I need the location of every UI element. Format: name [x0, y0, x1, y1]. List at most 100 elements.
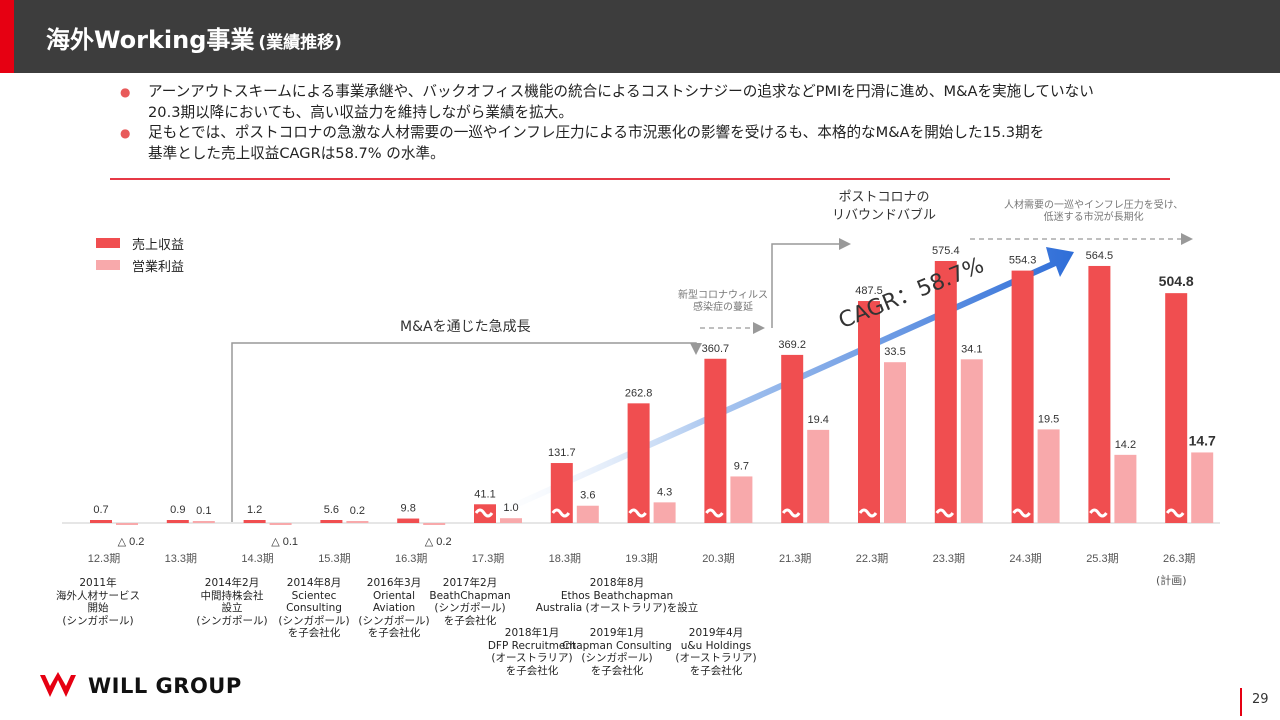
milestone-note-line: 2019年4月: [688, 627, 744, 639]
operating-profit-value-label: 14.7: [1189, 432, 1216, 448]
milestone-note-line: (シンガポール): [358, 614, 430, 627]
cagr-arrow: [470, 247, 1074, 526]
axis-break-mark: [474, 508, 494, 518]
operating-profit-value-label: △ 0.2: [425, 536, 452, 548]
page-number-accent: [1240, 688, 1242, 716]
title-main: 海外Working事業: [46, 26, 255, 54]
operating-profit-bar: [269, 523, 292, 525]
milestone-note-line: 設立: [221, 602, 243, 614]
bullet-line: 足もとでは、ポストコロナの急激な人材需要の一巡やインフレ圧力による市況悪化の影響…: [148, 124, 1045, 141]
operating-profit-value-label: 1.0: [503, 502, 518, 514]
operating-profit-value-label: 4.3: [657, 486, 672, 498]
axis-break-mark: [1089, 508, 1108, 518]
revenue-bar: [166, 520, 189, 523]
milestone-note-line: 2014年2月: [204, 577, 260, 589]
revenue-bar: [1088, 265, 1111, 523]
revenue-value-label: 0.7: [93, 504, 108, 516]
ma-bracket: [231, 342, 702, 522]
milestone-note-line: Scientec: [291, 589, 337, 602]
milestone-note-line: Australia (オーストラリア)を設立: [535, 602, 699, 614]
milestone-note-line: (シンガポール): [278, 614, 350, 627]
operating-profit-bar: [576, 505, 599, 523]
milestone-note-line: BeathChapman: [429, 589, 511, 602]
milestone-note: 2014年8月 Scientec Consulting (シンガポール) を子会社化: [278, 577, 349, 640]
axis-break-mark: [935, 508, 955, 518]
legend-swatch: [96, 260, 120, 270]
rebound-label: ポストコロナの リバウンドバブル: [832, 189, 936, 225]
milestone-note-line: Oriental: [372, 589, 416, 602]
milestone-note-line: を子会社化: [287, 627, 341, 639]
operating-profit-value-label: 19.5: [1038, 413, 1059, 425]
legend-item-revenue: 売上収益: [96, 232, 184, 254]
bullet-line: 基準とした売上収益CAGRは58.7% の水準。: [148, 144, 445, 162]
milestone-note-line: 2018年8月: [589, 577, 645, 589]
covid-label: 新型コロナウィルス 感染症の蔓延: [678, 290, 768, 314]
milestone-note-line: u&u Holdings: [680, 639, 752, 652]
summary-bullets: ● アーンアウトスキームによる事業承継や、バックオフィス機能の統合によるコストシ…: [120, 82, 1180, 164]
milestone-note-line: 2011年: [79, 577, 117, 589]
axis-break-mark: [858, 508, 878, 518]
milestone-note: 2018年8月 Ethos Beathchapman Australia (オースト…: [536, 577, 698, 615]
operating-profit-bar: [653, 502, 676, 523]
slowdown-line: 低迷する市況が長期化: [1043, 212, 1144, 223]
milestone-note: 2017年2月 BeathChapman (シンガポール) を子会社化: [429, 577, 510, 627]
company-name: WILL GROUP: [88, 674, 242, 698]
page-title: 海外Working事業 (業績推移): [46, 20, 342, 55]
legend-swatch: [96, 238, 120, 248]
x-axis-tick-label: 20.3期: [702, 552, 734, 565]
slowdown-label: 人材需要の一巡やインフレ圧力を受け、 低迷する市況が長期化: [1004, 200, 1183, 224]
revenue-bar: [858, 301, 880, 523]
revenue-value-label: 9.8: [401, 503, 416, 515]
operating-profit-value-label: △ 0.1: [271, 536, 298, 548]
revenue-value-label: 369.2: [778, 339, 806, 351]
milestone-note: 2014年2月 中間持株会社 設立 (シンガポール): [196, 577, 267, 627]
operating-profit-bar: [1037, 429, 1060, 523]
milestone-note-line: Consulting: [286, 602, 342, 614]
operating-profit-bar: [192, 521, 215, 523]
revenue-bar: [704, 358, 727, 523]
milestone-note: 2011年 海外人材サービス 開始 (シンガポール): [56, 577, 140, 627]
axis-break-mark: [1165, 508, 1185, 518]
revenue-bar: [320, 520, 343, 523]
bullet-icon: ●: [120, 126, 131, 140]
bullet-line: 20.3期以降においても、高い収益力を維持しながら業績を拡大。: [148, 103, 573, 121]
x-axis-tick-label: 24.3期: [1009, 552, 1041, 565]
x-axis-tick-label: 15.3期: [318, 552, 350, 565]
milestone-note-line: Aviation: [372, 602, 416, 614]
rebound-bracket: [771, 238, 851, 328]
operating-profit-bar: [730, 476, 753, 523]
revenue-value-label: 41.1: [474, 488, 495, 500]
ma-growth-label: M&Aを通じた急成長: [400, 319, 531, 335]
revenue-value-label: 262.8: [625, 387, 653, 399]
revenue-bar: [781, 354, 804, 523]
milestone-note-line: を子会社化: [367, 627, 421, 639]
x-axis-tick-label: 14.3期: [241, 552, 273, 565]
milestone-note-line: 2018年1月: [504, 627, 560, 639]
operating-profit-bar: [500, 518, 522, 523]
revenue-value-label: 554.3: [1009, 255, 1037, 267]
revenue-bar: [550, 463, 573, 523]
milestone-note-line: (シンガポール): [434, 602, 506, 614]
x-axis-tick-label: 17.3期: [472, 552, 504, 565]
legend-label: 営業利益: [132, 259, 185, 275]
revenue-bar: [243, 520, 266, 523]
revenue-value-label: 1.2: [247, 504, 262, 516]
operating-profit-value-label: 14.2: [1115, 439, 1136, 451]
header-bar: 海外Working事業 (業績推移): [0, 0, 1280, 73]
section-divider: [110, 178, 1170, 180]
operating-profit-value-label: 3.6: [580, 490, 595, 502]
rebound-line: ポストコロナの: [838, 190, 930, 205]
revenue-value-label: 5.6: [324, 504, 339, 516]
axis-break-mark: [1012, 508, 1031, 518]
milestone-note-line: (オーストラリア): [491, 652, 573, 664]
axis-break-mark: [551, 508, 571, 518]
slowdown-line: 人材需要の一巡やインフレ圧力を受け、: [1004, 200, 1184, 211]
x-axis-tick-label: 22.3期: [856, 552, 888, 565]
operating-profit-value-label: 34.1: [961, 343, 982, 355]
operating-profit-bar: [116, 523, 138, 525]
milestone-note-line: を子会社化: [689, 664, 743, 677]
x-axis-tick-label: 13.3期: [165, 552, 197, 565]
axis-break-mark: [628, 508, 647, 518]
legend-item-operating-profit: 営業利益: [96, 254, 184, 276]
title-sub: (業績推移): [258, 33, 342, 53]
